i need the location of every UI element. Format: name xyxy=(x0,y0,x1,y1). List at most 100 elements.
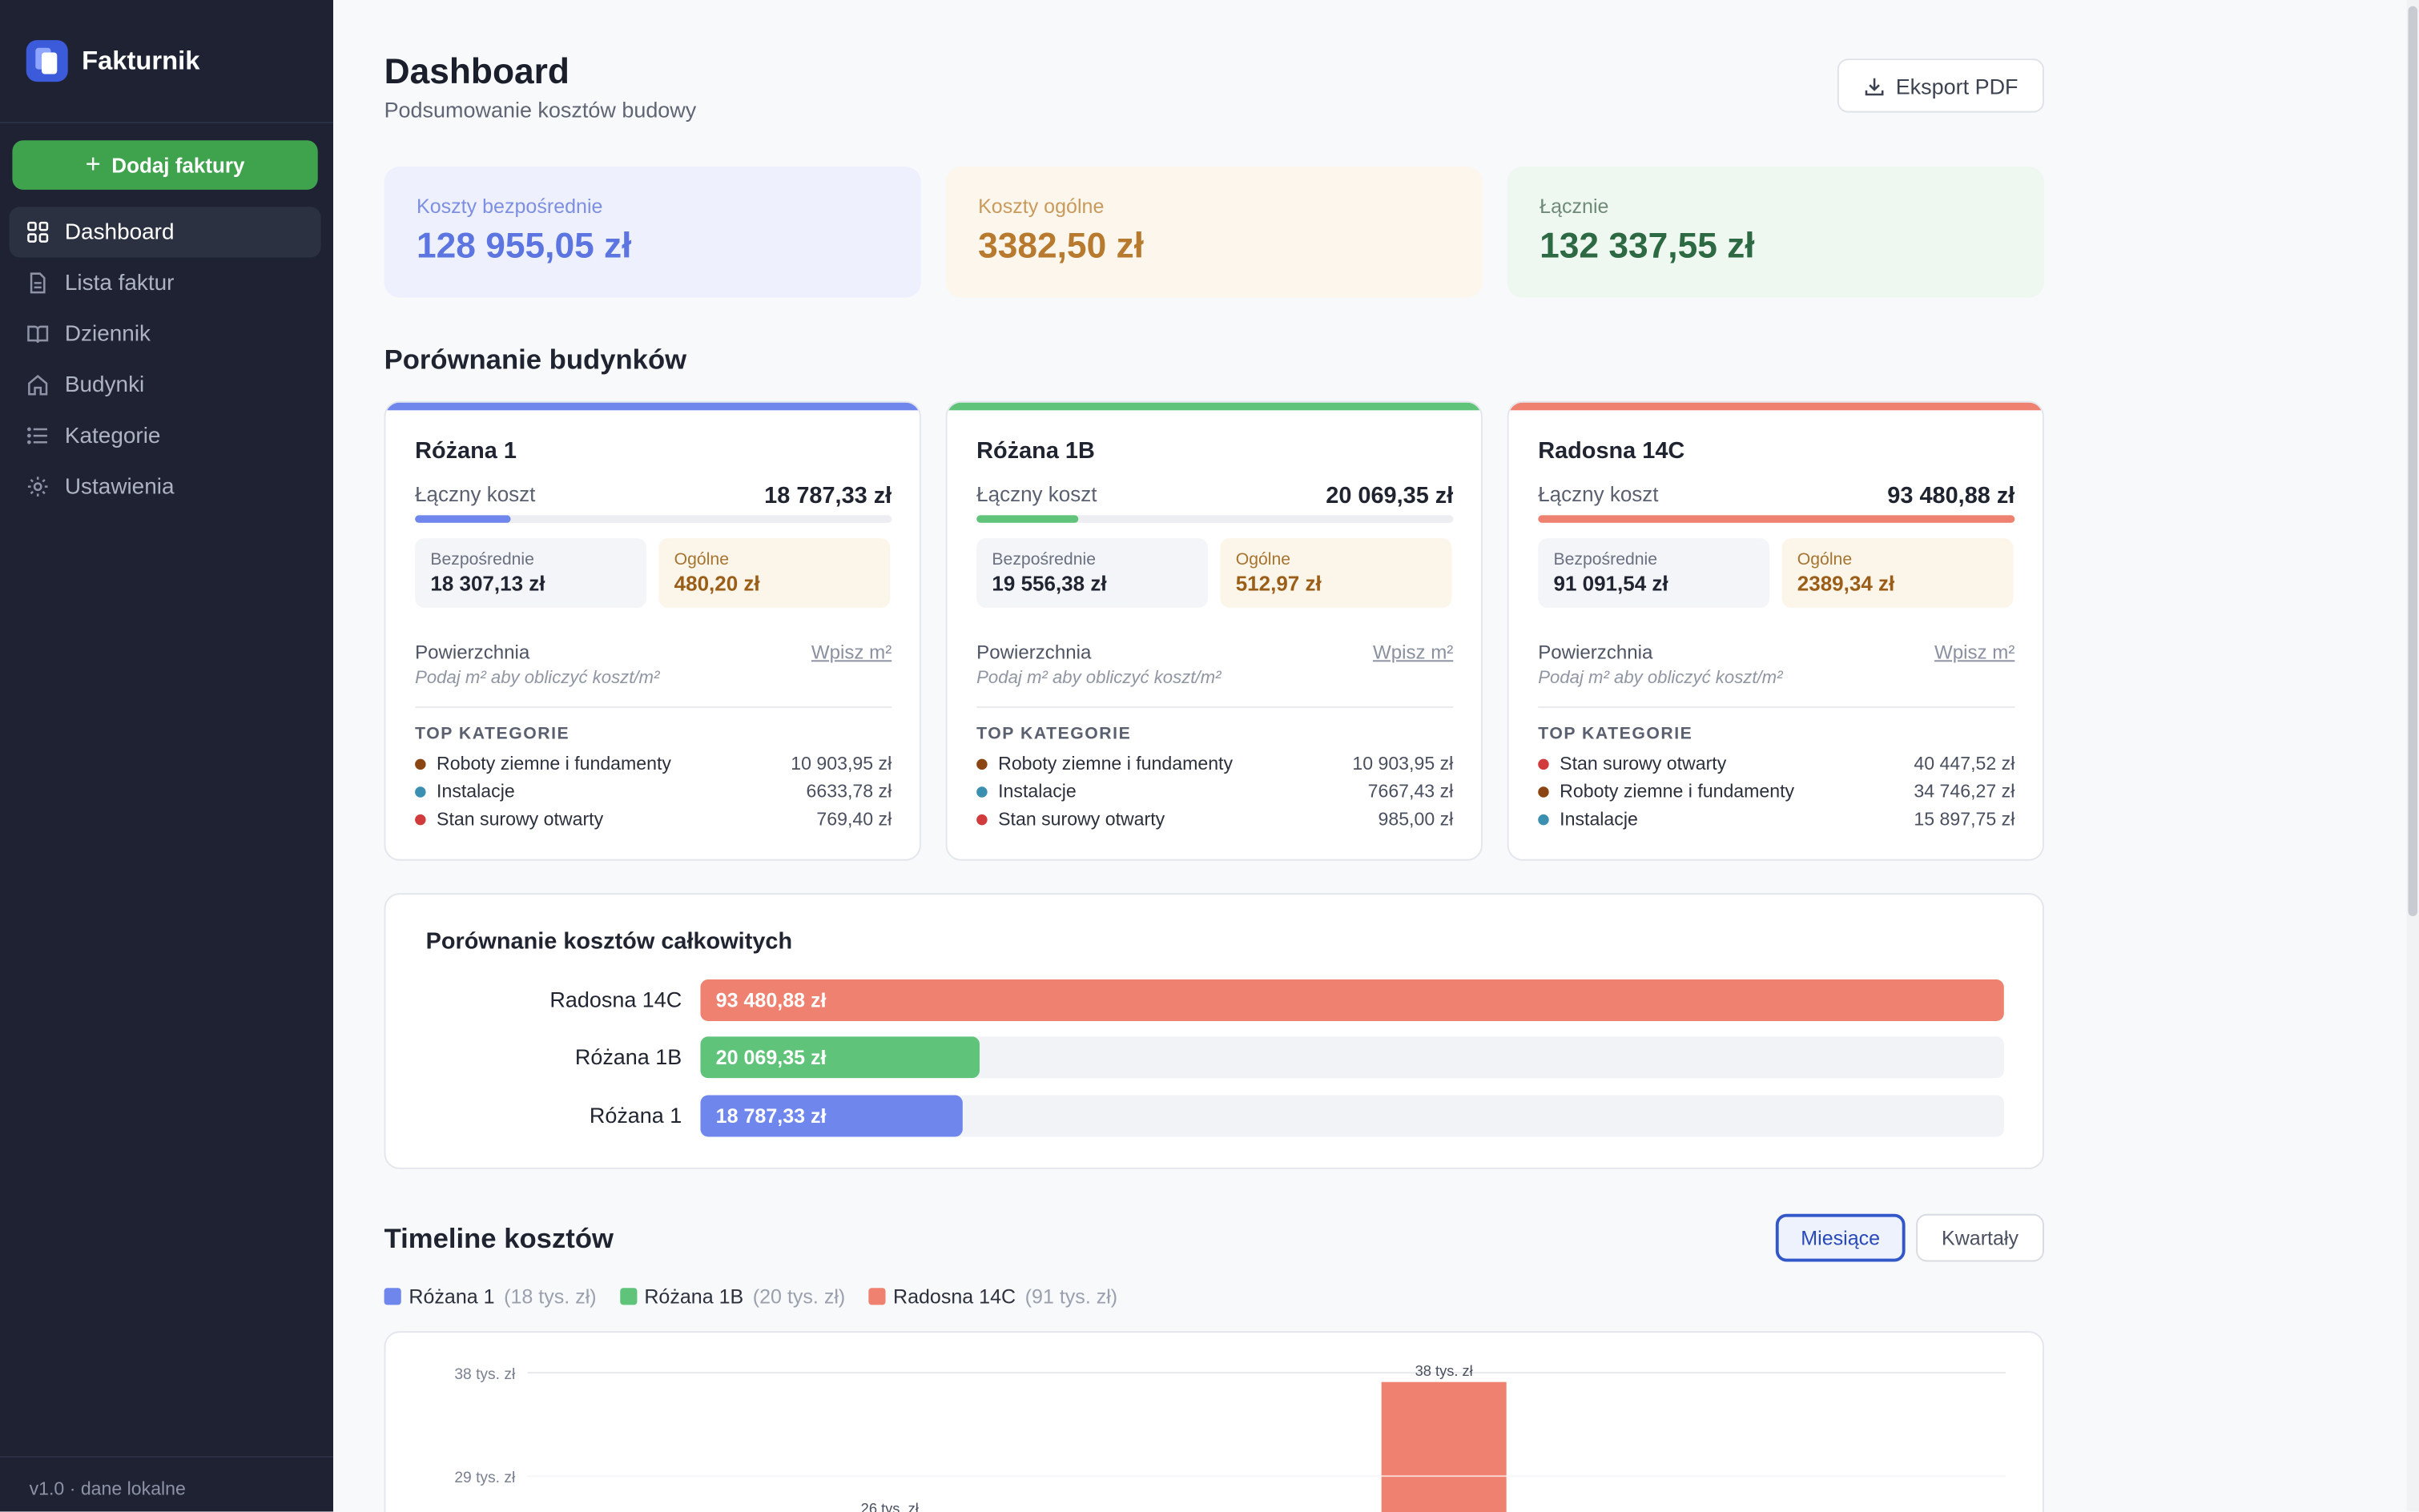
general-cost-label: Ogólne xyxy=(674,550,730,569)
direct-cost-box: Bezpośrednie 19 556,38 zł xyxy=(976,538,1209,608)
export-pdf-button[interactable]: Eksport PDF xyxy=(1837,58,2044,113)
quarters-toggle[interactable]: Kwartały xyxy=(1916,1213,2044,1262)
export-pdf-label: Eksport PDF xyxy=(1895,73,2019,99)
category-name: Roboty ziemne i fundamenty xyxy=(437,752,671,774)
total-cost-label: Łączny koszt xyxy=(415,482,536,506)
building-color-bar xyxy=(1508,402,2043,411)
legend-total: (91 tys. zł) xyxy=(1024,1285,1118,1309)
timeline-chart-svg: 38 tys. zł 29 tys. zł 26 tys. zł 38 tys. zł xyxy=(454,1362,2006,1512)
cost-share-fill xyxy=(415,515,511,523)
page-title: Dashboard xyxy=(384,50,570,91)
total-cost-label: Łączny koszt xyxy=(1538,482,1659,506)
cost-share-bar xyxy=(415,515,892,523)
comparison-track: 20 069,35 zł xyxy=(700,1036,2004,1079)
sidebar-item-label: Ustawienia xyxy=(64,474,175,500)
comparison-row-label: Radosna 14C xyxy=(549,987,682,1012)
category-value: 10 903,95 zł xyxy=(1352,752,1454,774)
cost-share-fill xyxy=(976,515,1080,523)
comparison-row: Różana 1 18 787,33 zł xyxy=(386,1095,2046,1137)
legend-swatch xyxy=(619,1288,637,1305)
category-row: Stan surowy otwarty 769,40 zł xyxy=(415,808,892,833)
category-value: 15 897,75 zł xyxy=(1914,808,2015,830)
add-invoices-button[interactable]: + Dodaj faktury xyxy=(12,140,318,190)
sidebar-item-invoices[interactable]: Lista faktur xyxy=(10,258,321,309)
sidebar-item-label: Kategorie xyxy=(64,423,161,448)
enter-area-link[interactable]: Wpisz m² xyxy=(1372,641,1454,664)
category-name: Instalacje xyxy=(998,780,1077,802)
main-content: Dashboard Podsumowanie kosztów budowy Ek… xyxy=(333,0,2419,1512)
page-scrollbar[interactable] xyxy=(2406,0,2419,1512)
category-dot xyxy=(1538,758,1549,770)
category-dot xyxy=(1538,814,1549,826)
category-dot xyxy=(976,758,988,770)
sidebar-item-label: Lista faktur xyxy=(64,271,175,296)
cost-share-bar xyxy=(976,515,1454,523)
legend-name: Różana 1B xyxy=(644,1285,744,1309)
comparison-bar: 93 480,88 zł xyxy=(700,979,2004,1022)
legend-swatch xyxy=(868,1288,886,1305)
y-tick-label: 29 tys. zł xyxy=(454,1470,516,1486)
plus-icon: + xyxy=(85,149,101,179)
category-dot xyxy=(976,814,988,826)
category-row: Instalacje 6633,78 zł xyxy=(415,781,892,806)
page-subtitle: Podsumowanie kosztów budowy xyxy=(384,97,697,123)
sidebar-item-buildings[interactable]: Budynki xyxy=(10,360,321,411)
comparison-row: Różana 1B 20 069,35 zł xyxy=(386,1036,2046,1079)
cost-share-bar xyxy=(1538,515,2015,523)
months-toggle[interactable]: Miesiące xyxy=(1775,1213,1906,1262)
building-name: Różana 1B xyxy=(976,437,1095,464)
category-row: Roboty ziemne i fundamenty 34 746,27 zł xyxy=(1538,781,2014,806)
enter-area-link[interactable]: Wpisz m² xyxy=(811,641,892,664)
document-icon xyxy=(30,272,46,294)
category-dot xyxy=(1538,786,1549,798)
general-cost-value: 2389,34 zł xyxy=(1797,572,1895,596)
sidebar-item-dashboard[interactable]: Dashboard xyxy=(9,207,321,258)
brand: Fakturnik xyxy=(0,0,334,124)
category-name: Roboty ziemne i fundamenty xyxy=(1560,780,1795,802)
category-row: Roboty ziemne i fundamenty 10 903,95 zł xyxy=(976,753,1453,778)
category-name: Stan surowy otwarty xyxy=(998,808,1165,830)
comparison-row-label: Różana 1B xyxy=(574,1044,682,1069)
sidebar-item-journal[interactable]: Dziennik xyxy=(10,308,321,360)
home-icon xyxy=(28,375,48,396)
category-name: Instalacje xyxy=(1560,808,1638,830)
building-name: Różana 1 xyxy=(415,437,517,464)
summary-value: 128 955,05 zł xyxy=(417,225,632,266)
timeline-chart: 38 tys. zł 29 tys. zł 26 tys. zł 38 tys. zł xyxy=(384,1331,2044,1512)
total-cost-value: 93 480,88 zł xyxy=(1887,482,2015,509)
sidebar-item-settings[interactable]: Ustawienia xyxy=(10,461,321,513)
general-cost-box: Ogólne 2389,34 zł xyxy=(1781,538,2014,608)
category-row: Roboty ziemne i fundamenty 10 903,95 zł xyxy=(415,753,892,778)
legend-item[interactable]: Różana 1B (20 tys. zł) xyxy=(619,1285,845,1309)
add-invoices-label: Dodaj faktury xyxy=(111,153,245,177)
legend-item[interactable]: Różana 1 (18 tys. zł) xyxy=(384,1285,597,1308)
enter-area-link[interactable]: Wpisz m² xyxy=(1934,641,2015,664)
general-cost-value: 480,20 zł xyxy=(674,572,760,596)
download-icon xyxy=(1865,77,1884,95)
direct-cost-box: Bezpośrednie 18 307,13 zł xyxy=(415,538,646,608)
area-label: Powierzchnia xyxy=(976,641,1092,664)
area-hint: Podaj m² aby obliczyć koszt/m² xyxy=(1538,669,1783,688)
general-cost-box: Ogólne 480,20 zł xyxy=(658,538,891,608)
category-dot xyxy=(415,758,426,770)
app-name: Fakturnik xyxy=(82,45,200,75)
legend-item[interactable]: Radosna 14C (91 tys. zł) xyxy=(868,1285,1117,1308)
buildings-section-title: Porównanie budynków xyxy=(384,344,687,376)
building-card: Różana 1 Łączny koszt 18 787,33 zł Bezpo… xyxy=(384,400,921,861)
top-categories-label: TOP KATEGORIE xyxy=(415,725,570,744)
category-value: 7667,43 zł xyxy=(1367,780,1454,802)
timeline-bar xyxy=(1381,1381,1507,1512)
building-color-bar xyxy=(947,402,1481,411)
area-label: Powierzchnia xyxy=(415,641,530,664)
category-value: 769,40 zł xyxy=(816,808,892,830)
scrollbar-thumb[interactable] xyxy=(2408,6,2418,917)
bar-value-label: 38 tys. zł xyxy=(1415,1362,1473,1379)
direct-cost-value: 18 307,13 zł xyxy=(430,572,545,596)
category-name: Instalacje xyxy=(437,780,515,802)
sidebar-item-categories[interactable]: Kategorie xyxy=(10,410,321,461)
sidebar: Fakturnik + Dodaj faktury Dashboard List… xyxy=(0,0,334,1512)
category-value: 6633,78 zł xyxy=(806,780,892,802)
comparison-bar: 18 787,33 zł xyxy=(700,1095,963,1137)
comparison-bar: 20 069,35 zł xyxy=(700,1036,980,1079)
comparison-row-label: Różana 1 xyxy=(589,1103,682,1128)
